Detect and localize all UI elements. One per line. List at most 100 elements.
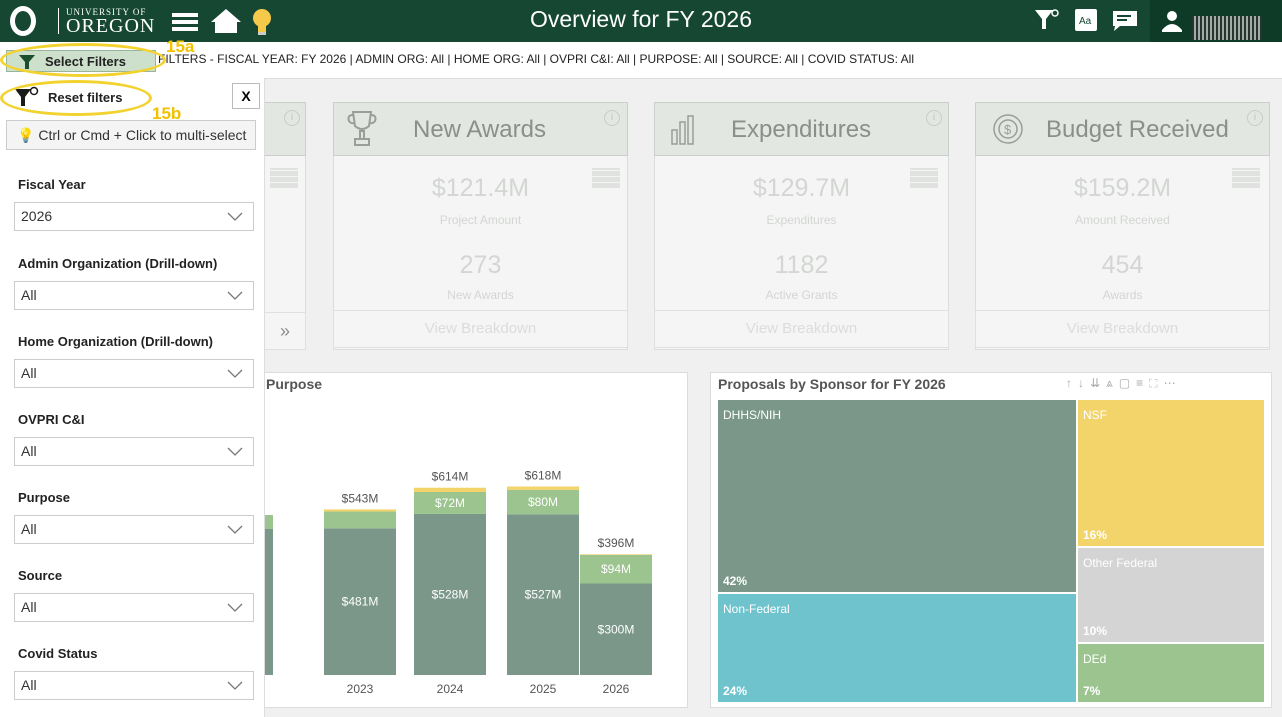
- table-icon[interactable]: [910, 168, 938, 188]
- bar-segment-partial: [263, 529, 273, 675]
- bar-segment: [414, 487, 486, 492]
- bar-total-label: $396M: [598, 536, 635, 550]
- bar-segment: [324, 528, 396, 675]
- logo-line2: OREGON: [66, 15, 156, 37]
- filter-label: OVPRI C&I: [18, 412, 85, 427]
- visual-header-icons[interactable]: ↑↓⇊⩓▢≡⛶⋯: [1066, 376, 1182, 390]
- filter-settings-icon[interactable]: [1034, 8, 1060, 32]
- bar-data-label: $481M: [342, 595, 379, 609]
- awards-count-label: Awards: [1102, 288, 1143, 302]
- reset-filters-label: Reset filters: [48, 90, 123, 105]
- filter-label: Covid Status: [18, 646, 98, 661]
- treemap-tile-percent: 24%: [723, 684, 748, 698]
- filter-label: Fiscal Year: [18, 177, 86, 192]
- filter-label: Admin Organization (Drill-down): [18, 256, 218, 271]
- treemap-tile[interactable]: DEd 7%: [1078, 644, 1264, 702]
- info-icon[interactable]: i: [604, 110, 620, 126]
- active-grants-count: 1182: [774, 251, 829, 279]
- filter-dropdown[interactable]: All: [14, 281, 254, 310]
- info-icon[interactable]: i: [926, 110, 942, 126]
- x-tick-label: 2026: [603, 682, 630, 696]
- bar-segment: [324, 509, 396, 512]
- home-icon[interactable]: [210, 8, 242, 34]
- treemap-tile[interactable]: Other Federal 10%: [1078, 548, 1264, 642]
- select-filters-button[interactable]: Select Filters: [6, 50, 156, 72]
- logo-divider: [58, 8, 59, 34]
- view-breakdown-button[interactable]: View Breakdown: [975, 310, 1270, 348]
- new-awards-count: 273: [459, 251, 502, 279]
- treemap-title: Proposals by Sponsor for FY 2026: [718, 376, 946, 392]
- bar-segment: [580, 554, 652, 584]
- menu-icon[interactable]: [172, 13, 198, 31]
- close-panel-button[interactable]: X: [232, 83, 260, 109]
- info-icon[interactable]: i: [284, 110, 300, 126]
- filter-label: Purpose: [18, 490, 71, 505]
- info-icon[interactable]: i: [1247, 110, 1263, 126]
- text-size-icon[interactable]: Aa: [1074, 8, 1098, 32]
- funnel-icon: [19, 55, 35, 69]
- filter-value: All: [21, 677, 37, 693]
- table-icon[interactable]: [270, 168, 298, 188]
- chevron-down-icon: [227, 603, 243, 612]
- filter-summary: FILTERS - FISCAL YEAR: FY 2026 | ADMIN O…: [158, 52, 914, 66]
- view-breakdown-button[interactable]: View Breakdown: [654, 310, 949, 348]
- filter-bar: [0, 42, 1282, 79]
- treemap-tile-name: DHHS/NIH: [723, 408, 782, 422]
- chevron-down-icon: [227, 681, 243, 690]
- filter-dropdown[interactable]: All: [14, 359, 254, 388]
- filter-dropdown[interactable]: All: [14, 671, 254, 700]
- reset-funnel-icon: [15, 86, 39, 106]
- table-icon[interactable]: [1232, 168, 1260, 188]
- expenditures-label: Expenditures: [766, 213, 837, 227]
- breakdown-arrow-button[interactable]: »: [264, 312, 306, 350]
- filter-value: All: [21, 365, 37, 381]
- expenditures-value: $129.7M: [752, 174, 851, 202]
- user-icon: [1162, 11, 1182, 32]
- amount-received-label: Amount Received: [1075, 213, 1170, 227]
- treemap-tile-percent: 42%: [723, 574, 748, 588]
- treemap-tile-percent: 10%: [1083, 624, 1108, 638]
- purpose-chart-title: Purpose: [266, 376, 323, 392]
- filter-dropdown[interactable]: 2026: [14, 202, 254, 231]
- chevron-down-icon: [227, 447, 243, 456]
- bar-data-label: $300M: [598, 622, 635, 636]
- sponsor-treemap: DHHS/NIH 42% Non-Federal 24% NSF 16% Other Fed…: [718, 400, 1264, 702]
- treemap-tile-percent: 16%: [1083, 528, 1108, 542]
- bar-data-label: $94M: [601, 562, 631, 576]
- feedback-icon[interactable]: [1112, 8, 1138, 32]
- filter-value: All: [21, 443, 37, 459]
- view-breakdown-button[interactable]: View Breakdown: [333, 310, 628, 348]
- callout-15a: 15a: [166, 37, 195, 56]
- filter-dropdown[interactable]: All: [14, 437, 254, 466]
- treemap-tile[interactable]: NSF 16%: [1078, 400, 1264, 546]
- bar-total-label: $543M: [342, 491, 379, 505]
- budget-received-header: [975, 102, 1270, 156]
- bar-data-label: $528M: [432, 587, 469, 601]
- filter-panel: Reset filters X 💡 Ctrl or Cmd + Click to…: [0, 78, 265, 717]
- chevron-down-icon: [227, 291, 243, 300]
- new-awards-header: [333, 102, 628, 156]
- card-title: Budget Received: [1046, 116, 1229, 143]
- hint-text: Ctrl or Cmd + Click to multi-select: [38, 127, 247, 143]
- awards-count: 454: [1101, 251, 1144, 279]
- uo-logo-icon[interactable]: [10, 6, 36, 36]
- trophy-icon: [347, 111, 377, 146]
- filter-dropdown[interactable]: All: [14, 593, 254, 622]
- lightbulb-icon[interactable]: [250, 7, 274, 37]
- filter-value: All: [21, 287, 37, 303]
- chevron-down-icon: [227, 525, 243, 534]
- reset-filters-button[interactable]: Reset filters: [6, 84, 142, 110]
- filter-label: Source: [18, 568, 63, 583]
- bar-segment: [414, 513, 486, 675]
- treemap-tile[interactable]: DHHS/NIH 42%: [718, 400, 1076, 592]
- card-title: Expenditures: [731, 116, 872, 143]
- multi-select-hint: 💡 Ctrl or Cmd + Click to multi-select: [6, 120, 256, 150]
- svg-text:Aa: Aa: [1079, 16, 1092, 27]
- treemap-tile[interactable]: Non-Federal 24%: [718, 594, 1076, 702]
- top-bar: UNIVERSITY OF OREGON Overview for FY 202…: [0, 0, 1282, 42]
- partial-card-header: [258, 102, 306, 156]
- filter-dropdown[interactable]: All: [14, 515, 254, 544]
- lightbulb-icon: 💡: [17, 127, 35, 143]
- table-icon[interactable]: [592, 168, 620, 188]
- x-tick-label: 2024: [437, 682, 464, 696]
